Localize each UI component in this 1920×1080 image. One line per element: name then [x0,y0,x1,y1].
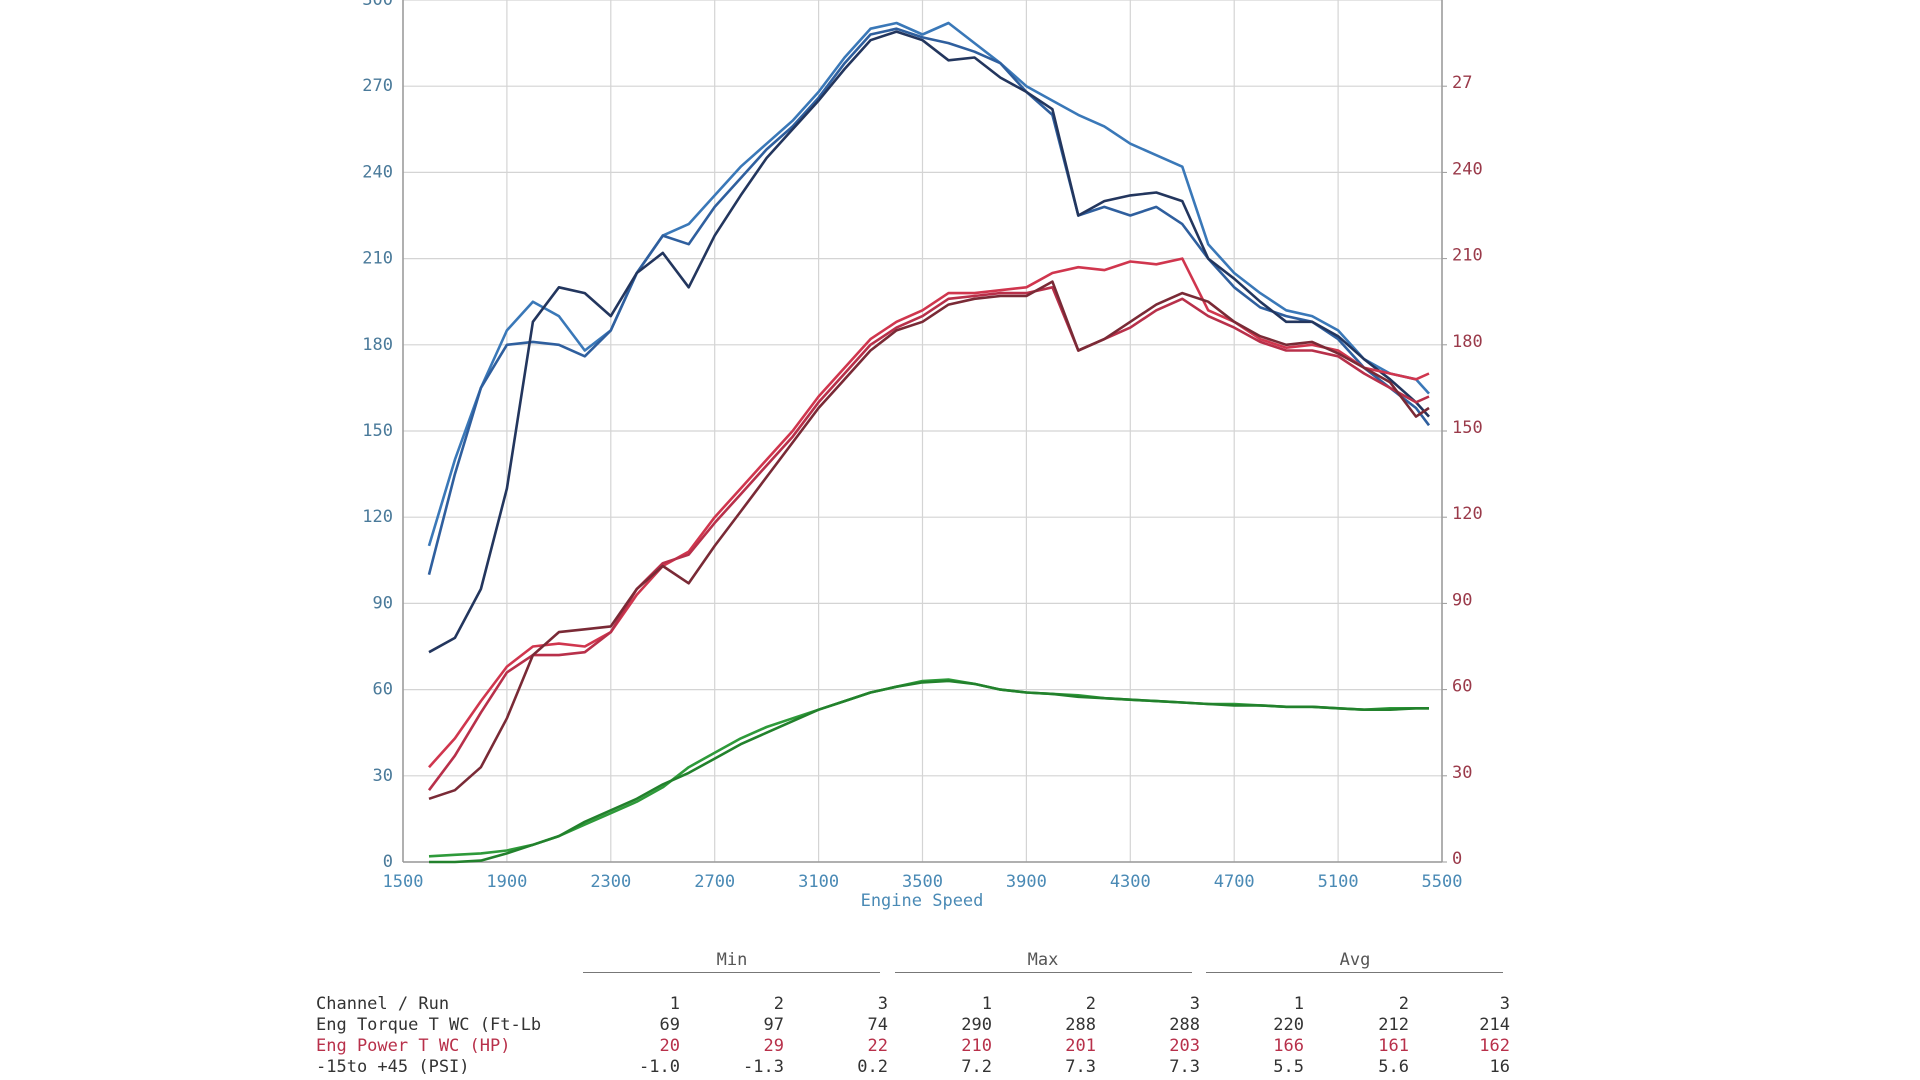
y-tick-label: 150 [362,421,393,441]
cell: 210 [961,1036,992,1056]
row-label: Eng Torque T WC (Ft-Lb [316,1015,542,1035]
cell: 1 [1293,994,1304,1014]
cell: 166 [1273,1036,1304,1056]
y2-tick-label: 30 [1452,763,1472,783]
x-tick-label: 1500 [383,872,424,892]
cell: 3 [1189,994,1200,1014]
y2-tick-label: 210 [1452,246,1483,266]
data-line [427,27,1431,576]
y2-tick-label: 90 [1452,590,1472,610]
cell: 22 [867,1036,888,1056]
y-tick-label: 270 [362,76,393,96]
cell: 288 [1065,1015,1096,1035]
y-tick-label: 300 [362,0,393,10]
cell: 2 [1398,994,1409,1014]
cell: 20 [659,1036,680,1056]
group-header: Avg [1339,950,1371,970]
cell: 2 [773,994,784,1014]
data-line [429,679,1429,864]
cell: 220 [1273,1015,1304,1035]
cell: 29 [763,1036,784,1056]
y2-tick-label: 60 [1452,677,1472,697]
cell: 69 [659,1015,680,1035]
cell: 5.5 [1273,1057,1304,1077]
row-label: -15to +45 (PSI) [316,1057,470,1077]
cell: 290 [961,1015,992,1035]
y2-tick-label: 120 [1452,504,1483,524]
y2-tick-label: 240 [1452,159,1483,179]
cell: 212 [1378,1015,1409,1035]
cell: 7.2 [961,1057,992,1077]
x-tick-label: 1900 [486,872,527,892]
cell: -1.0 [639,1057,680,1077]
y-tick-label: 90 [373,593,393,613]
x-tick-label: 4300 [1110,872,1151,892]
cell: 162 [1479,1036,1510,1056]
x-tick-label: 5500 [1422,872,1463,892]
data-line [427,21,1430,547]
data-line [428,30,1430,654]
cell: 7.3 [1065,1057,1096,1077]
y2-tick-label: 150 [1452,418,1483,438]
cell: 288 [1169,1015,1200,1035]
group-header: Max [1027,950,1059,970]
cell: 2 [1085,994,1096,1014]
group-rule [583,972,880,973]
y-tick-label: 120 [362,507,393,527]
cell: 7.3 [1169,1057,1200,1077]
x-axis-label: Engine Speed [861,891,984,911]
data-line [428,280,1430,801]
y-tick-label: 60 [373,680,393,700]
cell: 74 [867,1015,888,1035]
x-tick-label: 3900 [1006,872,1047,892]
group-header: Min [716,950,748,970]
cell: 16 [1489,1057,1510,1077]
y-tick-label: 180 [362,335,393,355]
y-tick-label: 210 [362,249,393,269]
x-tick-label: 3100 [798,872,839,892]
data-line [427,286,1430,791]
chart: Engine Speed 030609012015018021024027030… [362,0,1483,911]
cell: 214 [1479,1015,1510,1035]
x-tick-label: 5100 [1318,872,1359,892]
cell: 5.6 [1378,1057,1409,1077]
y2-tick-label: 27 [1452,73,1472,93]
x-tick-label: 2300 [590,872,631,892]
x-tick-label: 4700 [1214,872,1255,892]
cell: 3 [1499,994,1510,1014]
cell: 1 [669,994,680,1014]
data-line [428,257,1430,769]
group-rule [895,972,1192,973]
y-tick-label: 240 [362,162,393,182]
cell: 0.2 [857,1057,888,1077]
cell: 201 [1065,1036,1096,1056]
cell: -1.3 [743,1057,784,1077]
x-tick-label: 2700 [694,872,735,892]
y2-tick-label: 0 [1452,849,1462,869]
cell: 1 [981,994,992,1014]
cell: 3 [877,994,888,1014]
y2-tick-label: 180 [1452,332,1483,352]
x-tick-label: 3500 [902,872,943,892]
group-rule [1206,972,1503,973]
row-label: Eng Power T WC (HP) [316,1036,511,1056]
cell: 161 [1378,1036,1409,1056]
cell: 203 [1169,1036,1200,1056]
row-label: Channel / Run [316,994,450,1014]
cell: 97 [763,1015,784,1035]
y-tick-label: 0 [383,852,393,872]
y-tick-label: 30 [373,766,393,786]
